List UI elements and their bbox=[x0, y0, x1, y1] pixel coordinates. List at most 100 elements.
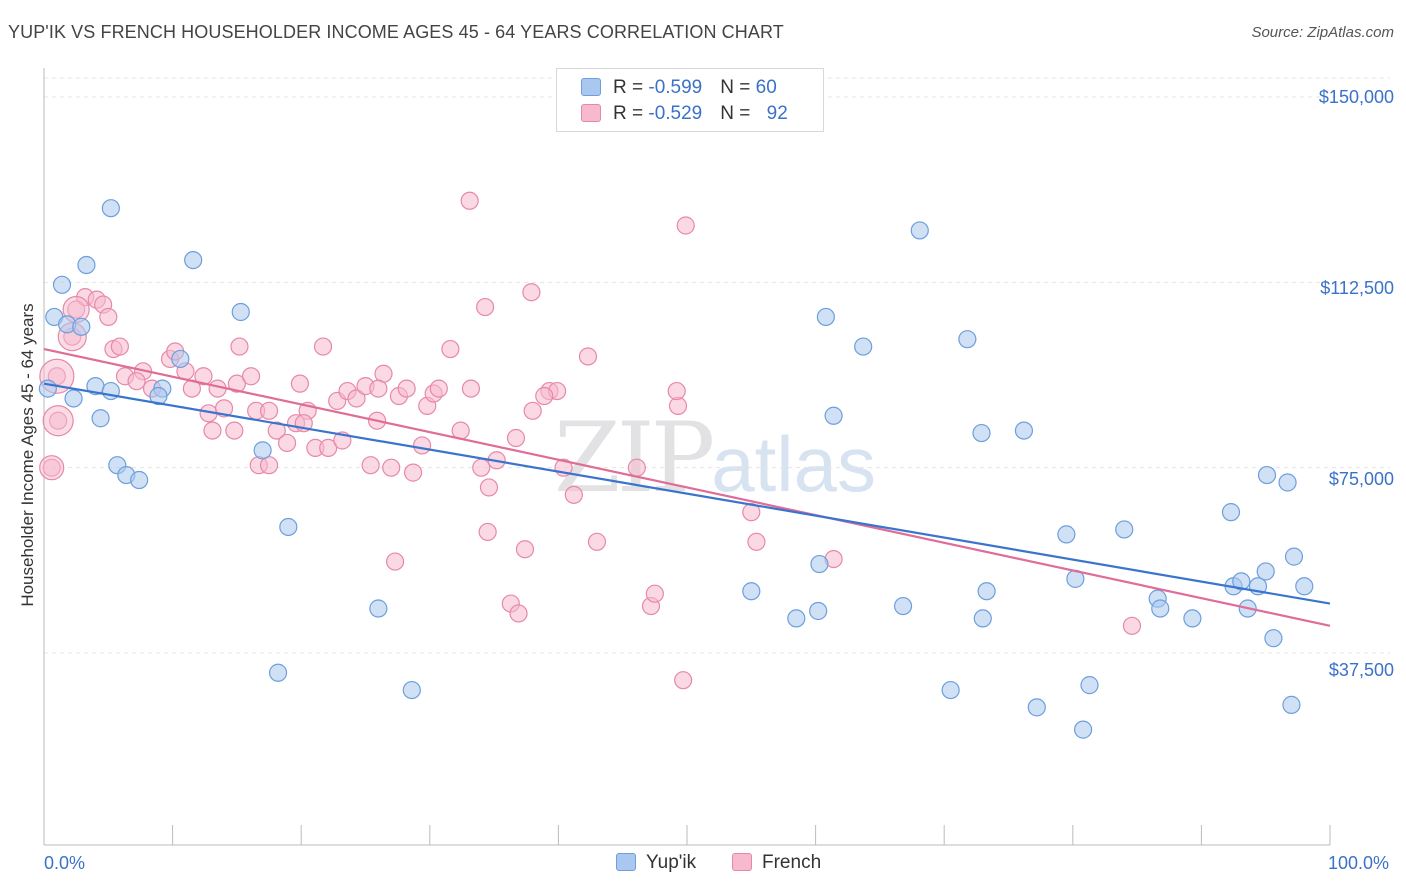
axes bbox=[43, 68, 1331, 846]
french-point bbox=[99, 307, 118, 327]
yupik-point bbox=[910, 221, 929, 240]
yupik-swatch bbox=[616, 853, 636, 871]
french-point bbox=[194, 367, 213, 386]
french-point bbox=[676, 216, 695, 235]
french-point bbox=[535, 386, 554, 406]
y-tick-label: $37,500 bbox=[1328, 660, 1394, 680]
yupik-point bbox=[742, 582, 761, 601]
french-point bbox=[42, 405, 74, 437]
french-point bbox=[290, 374, 310, 393]
yupik-point bbox=[1282, 695, 1301, 714]
french-point bbox=[412, 436, 432, 455]
yupik-point bbox=[279, 517, 298, 537]
french-point bbox=[461, 379, 481, 398]
r-value: -0.599 bbox=[648, 77, 703, 98]
french-swatch bbox=[732, 853, 752, 871]
yupik-point bbox=[1264, 629, 1283, 648]
yupik-point bbox=[809, 601, 828, 621]
chart-title: YUP'IK VS FRENCH HOUSEHOLDER INCOME AGES… bbox=[8, 22, 784, 42]
yupik-point bbox=[1221, 503, 1241, 522]
french-point bbox=[667, 381, 686, 401]
french-point bbox=[277, 433, 297, 453]
french-point bbox=[369, 379, 388, 398]
french-point bbox=[587, 532, 607, 551]
french-point bbox=[230, 337, 249, 356]
french-point bbox=[385, 552, 405, 571]
yupik-point bbox=[149, 386, 168, 406]
french-point bbox=[39, 455, 65, 481]
french-point bbox=[472, 458, 491, 477]
n-label: N = bbox=[720, 103, 756, 124]
french-point bbox=[478, 522, 497, 542]
yupik-point bbox=[1151, 599, 1170, 618]
yupik-point bbox=[369, 599, 388, 618]
french-point bbox=[564, 485, 583, 504]
trend-lines bbox=[43, 347, 1331, 627]
yupik-point bbox=[1284, 547, 1304, 566]
yupik-point bbox=[1027, 698, 1046, 717]
stats-legend: R = -0.599 N = 60 R = -0.529 N = 92 bbox=[556, 68, 824, 132]
french-point bbox=[313, 337, 333, 356]
yupik-point bbox=[130, 470, 149, 490]
yupik-point bbox=[1115, 520, 1134, 539]
yupik-point bbox=[893, 596, 913, 616]
yupik-point bbox=[824, 406, 843, 425]
yupik-point bbox=[1232, 572, 1251, 591]
french-point bbox=[397, 379, 416, 398]
yupik-point bbox=[1278, 473, 1297, 492]
yupik-point bbox=[1183, 609, 1202, 628]
yupik-point bbox=[854, 337, 873, 356]
legend-item-yupik: Yup'ik bbox=[616, 852, 696, 874]
yupik-point bbox=[91, 409, 110, 428]
french-point bbox=[506, 428, 526, 448]
french-point bbox=[267, 421, 286, 440]
yupik-point bbox=[810, 554, 829, 574]
french-trend-line bbox=[43, 347, 1331, 627]
french-point bbox=[627, 458, 646, 477]
n-value: 60 bbox=[755, 77, 777, 98]
yupik-point bbox=[402, 680, 421, 700]
r-value: -0.529 bbox=[648, 103, 703, 124]
yupik-point bbox=[101, 199, 120, 218]
yupik-point bbox=[52, 275, 72, 294]
french-point bbox=[515, 540, 535, 559]
french-point bbox=[403, 463, 423, 482]
r-label: R = bbox=[613, 103, 649, 124]
french-point bbox=[747, 532, 766, 551]
french-point bbox=[227, 374, 246, 393]
yupik-point bbox=[171, 349, 190, 369]
yupik-point bbox=[1057, 525, 1076, 544]
french-point bbox=[479, 478, 499, 497]
x-tick-label: 0.0% bbox=[44, 853, 86, 873]
yupik-point bbox=[64, 389, 83, 408]
french-point bbox=[523, 401, 542, 420]
french-point bbox=[578, 347, 598, 366]
yupik-point bbox=[816, 307, 835, 327]
yupik-point bbox=[77, 255, 96, 275]
french-point bbox=[1122, 616, 1142, 635]
yupik-point bbox=[184, 250, 203, 270]
yupik-point bbox=[1073, 720, 1093, 739]
yupik-point bbox=[1256, 562, 1275, 581]
french-point bbox=[241, 367, 261, 386]
r-label: R = bbox=[613, 77, 649, 98]
french-point bbox=[441, 339, 460, 359]
legend-label-french: French bbox=[762, 852, 822, 873]
french-point bbox=[361, 456, 380, 475]
source-credit: Source: ZipAtlas.com bbox=[1251, 24, 1394, 41]
french-point bbox=[382, 458, 401, 477]
yupik-swatch bbox=[581, 78, 601, 96]
french-point bbox=[509, 604, 528, 623]
n-value: 92 bbox=[766, 103, 788, 124]
yupik-point bbox=[253, 441, 272, 460]
yupik-point bbox=[1080, 676, 1099, 695]
french-point bbox=[127, 372, 146, 391]
n-label: N = bbox=[720, 77, 756, 98]
french-point bbox=[460, 191, 479, 210]
french-point bbox=[225, 421, 244, 440]
y-tick-label: $112,500 bbox=[1320, 278, 1394, 298]
french-point bbox=[522, 283, 541, 302]
legend-row-yupik: R = -0.599 N = 60 bbox=[581, 77, 777, 99]
french-swatch bbox=[581, 104, 601, 122]
